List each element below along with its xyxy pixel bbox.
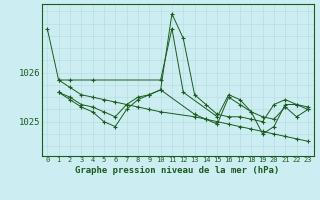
X-axis label: Graphe pression niveau de la mer (hPa): Graphe pression niveau de la mer (hPa) bbox=[76, 166, 280, 175]
